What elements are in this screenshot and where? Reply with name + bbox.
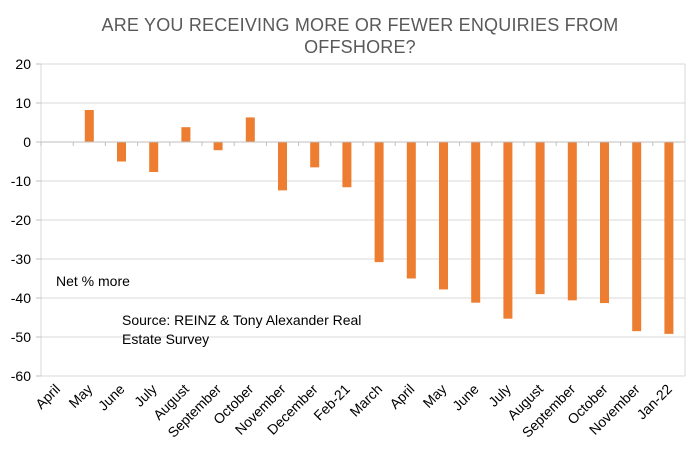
source-line1: Source: REINZ & Tony Alexander Real [122,312,361,328]
y-tick-label: 20 [15,56,31,72]
bar-2 [84,110,94,142]
bar-6 [213,142,223,151]
bar-13 [439,142,448,290]
x-tick-label: May [65,381,95,411]
y-tick-label: -40 [11,290,31,306]
x-axis: April May June JulyAugustSeptemberOctoberNo… [32,141,685,441]
x-tick-label: Feb-21 [310,381,353,424]
y-tick-label: -10 [11,173,31,189]
bar-3 [117,142,126,162]
bar-14 [471,142,481,303]
source-line2: Estate Survey [122,331,209,347]
bar-4 [149,142,159,173]
bar-5 [181,127,191,142]
x-tick-label: March [346,381,385,420]
chart-title-line2: OFFSHORE? [304,37,416,57]
bar-series [84,110,674,334]
x-tick-label: June [449,381,482,414]
y-tick-label: 10 [15,95,31,111]
chart-title-line1: ARE YOU RECEIVING MORE OR FEWER ENQUIRIE… [101,15,619,35]
x-tick-label: April [386,381,417,412]
bar-20 [664,142,674,334]
bar-18 [600,142,609,304]
x-tick-label: April [32,381,63,412]
chart-title: ARE YOU RECEIVING MORE OR FEWER ENQUIRIE… [60,14,660,58]
bar-11 [374,142,384,263]
x-tick-label: Jan-22 [633,381,675,423]
y-tick-label: -50 [11,329,31,345]
bar-17 [567,142,577,301]
bar-7 [245,117,255,142]
y-tick-label: 0 [23,134,31,150]
x-tick-label: May [420,381,450,411]
bar-15 [503,142,513,319]
bar-16 [535,142,545,295]
gridlines [40,63,686,377]
bar-10 [342,142,352,188]
y-tick-label: -20 [11,212,31,228]
bar-19 [632,142,642,332]
x-tick-label: June [95,381,128,414]
bar-8 [278,142,287,191]
bar-12 [406,142,416,279]
y-tick-label: -30 [11,251,31,267]
y-tick-label: -60 [11,368,31,384]
y-axis: 20 10 0 -10 -20 -30 -40 -50 -60 [11,56,41,384]
series-annotation: Net % more [56,273,130,289]
bar-9 [310,142,320,168]
